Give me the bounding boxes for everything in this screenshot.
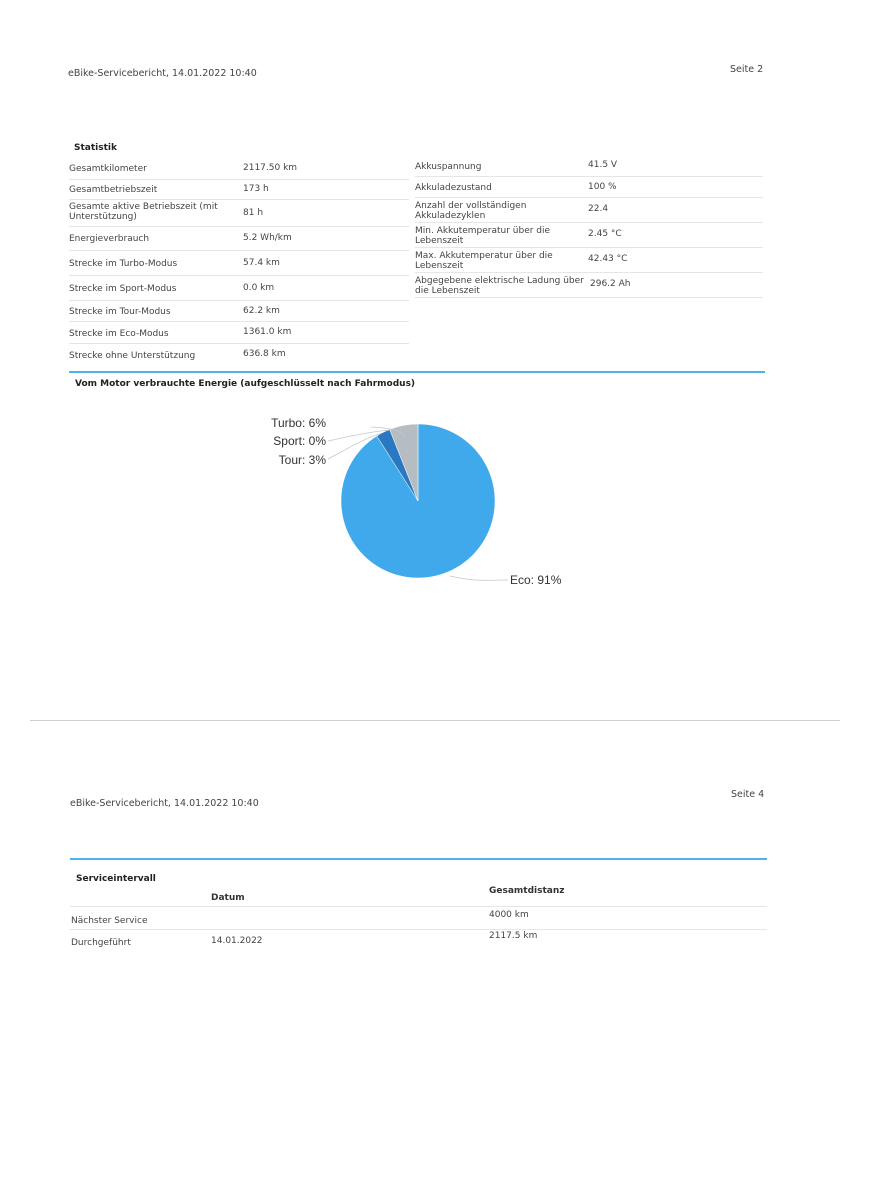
stat-left-label: Strecke im Turbo-Modus <box>69 259 178 269</box>
service-row-label: Durchgeführt <box>71 938 131 948</box>
pie-leader-eco <box>449 575 509 581</box>
page2-header-right: Seite 4 <box>731 789 765 800</box>
stat-right-value: 41.5 V <box>588 160 618 170</box>
page1-header-left: eBike-Servicebericht, 14.01.2022 10:40 <box>68 68 257 79</box>
stat-left-label: Strecke im Sport-Modus <box>69 284 177 294</box>
col-header-datum: Datum <box>211 893 245 903</box>
stat-left-value: 2117.50 km <box>243 163 298 173</box>
pie-leader-turbo <box>370 426 407 438</box>
col-header-gesamtdistanz: Gesamtdistanz <box>489 886 565 896</box>
chart-section-divider <box>69 371 765 373</box>
stat-left-value: 81 h <box>243 208 264 218</box>
stat-right-label: Abgegebene elektrische Ladung über die L… <box>415 276 584 296</box>
stat-left-label: Gesamte aktive Betriebszeit (mit Unterst… <box>69 202 218 222</box>
pie-label-sport: Sport: 0% <box>273 434 326 448</box>
page2-header-left: eBike-Servicebericht, 14.01.2022 10:40 <box>70 798 259 809</box>
service-row-distanz: 2117.5 km <box>489 931 538 941</box>
stat-left-label: Gesamtbetriebszeit <box>69 185 158 195</box>
service-section-divider <box>70 858 767 860</box>
stat-left-value: 0.0 km <box>243 283 275 293</box>
stat-left-value: 173 h <box>243 184 269 194</box>
stat-right-value: 22.4 <box>588 204 609 214</box>
stat-right-label: Min. Akkutemperatur über die Lebenszeit <box>415 226 551 246</box>
stat-right-label: Akkuladezustand <box>415 183 492 193</box>
stat-left-label: Strecke im Eco-Modus <box>69 329 169 339</box>
pie-label-turbo: Turbo: 6% <box>271 416 326 430</box>
pie-label-eco: Eco: 91% <box>510 573 562 587</box>
stat-left-label: Strecke ohne Unterstützung <box>69 351 196 361</box>
stat-right-value: 2.45 °C <box>588 229 622 239</box>
stat-left-value: 1361.0 km <box>243 327 292 337</box>
stat-left-label: Gesamtkilometer <box>69 164 147 174</box>
stat-right-label: Akkuspannung <box>415 162 482 172</box>
pie-leader-sport <box>327 429 392 442</box>
pie-label-tour: Tour: 3% <box>279 453 327 467</box>
stat-right-value: 42.43 °C <box>588 254 628 264</box>
pie-leader-tour <box>327 432 383 460</box>
statistik-title: Statistik <box>74 143 117 153</box>
service-row-label: Nächster Service <box>71 916 148 926</box>
stat-left-value: 5.2 Wh/km <box>243 233 292 243</box>
stat-left-value: 57.4 km <box>243 258 280 268</box>
stat-right-label: Max. Akkutemperatur über die Lebenszeit <box>415 251 553 271</box>
stat-left-value: 636.8 km <box>243 349 286 359</box>
service-title: Serviceintervall <box>76 874 156 884</box>
chart-title: Vom Motor verbrauchte Energie (aufgeschl… <box>75 379 416 389</box>
stat-left-label: Energieverbrauch <box>69 234 150 244</box>
page1-header-right: Seite 2 <box>730 64 764 75</box>
service-row-distanz: 4000 km <box>489 910 529 920</box>
page-break-line <box>30 720 840 721</box>
stat-right-label: Anzahl der vollständigen Akkuladezyklen <box>415 201 527 221</box>
stat-left-value: 62.2 km <box>243 306 280 316</box>
pie-slice-turbo <box>389 423 419 502</box>
stat-right-value: 100 % <box>588 182 617 192</box>
stat-right-value: 296.2 Ah <box>590 279 631 289</box>
stat-left-label: Strecke im Tour-Modus <box>69 307 171 317</box>
service-row-datum: 14.01.2022 <box>211 936 263 946</box>
energy-pie-chart: Turbo: 6% Sport: 0% Tour: 3% Eco: 91% <box>271 416 562 587</box>
